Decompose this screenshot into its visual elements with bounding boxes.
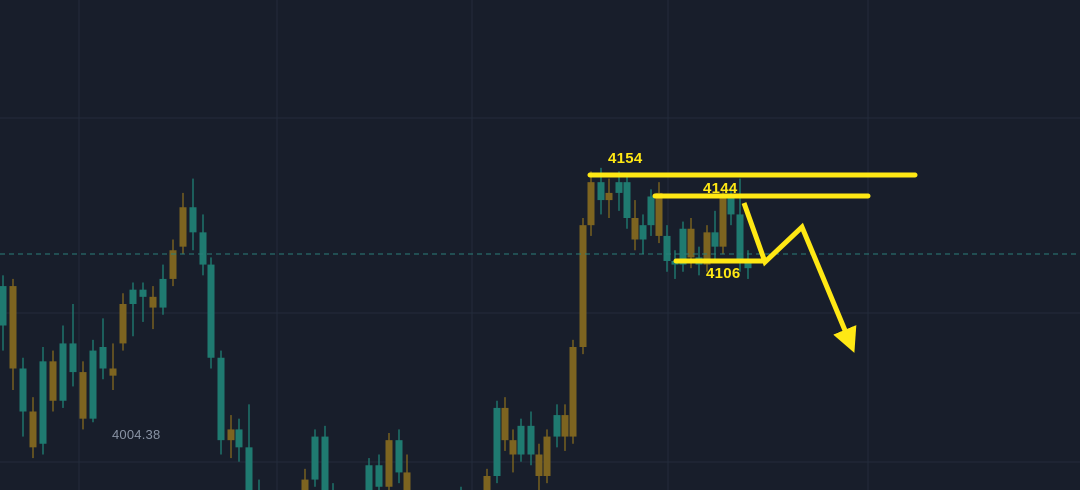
breakdown-projection-arrow	[741, 202, 857, 353]
candle-body	[301, 479, 309, 490]
candle-body	[579, 225, 587, 347]
candle-body	[553, 415, 561, 437]
candle-body	[29, 411, 37, 448]
candle-body	[235, 429, 243, 448]
candle-body	[679, 228, 687, 265]
candle-body	[509, 440, 517, 455]
candle-body	[169, 250, 177, 279]
candle-body	[501, 407, 509, 441]
candle-body	[655, 192, 663, 236]
candle-body	[59, 343, 67, 401]
candle-body	[311, 436, 319, 480]
candle-body	[99, 347, 107, 369]
candle-body	[9, 286, 17, 369]
candle-body	[663, 235, 671, 261]
candle-body	[605, 192, 613, 201]
candle-body	[543, 436, 551, 476]
candle-body	[49, 361, 57, 401]
last-price-label: 4004.38	[112, 427, 161, 442]
candle-body	[483, 476, 491, 490]
candle-body	[0, 286, 7, 326]
candle-body	[375, 465, 383, 487]
candle-body	[245, 447, 253, 490]
candle-body	[727, 196, 735, 215]
candle-body	[119, 304, 127, 344]
candle-body	[569, 347, 577, 437]
candle-body	[517, 425, 525, 455]
candle-body	[199, 232, 207, 265]
candle-body	[385, 440, 393, 487]
candle-body	[647, 196, 655, 226]
candle-body	[744, 261, 752, 269]
candlestick-series	[0, 167, 752, 490]
candle-body	[109, 368, 117, 376]
candle-body	[365, 465, 373, 490]
candle-body	[631, 218, 639, 240]
candle-body	[19, 368, 27, 412]
candle-body	[561, 415, 569, 437]
candle-body	[321, 436, 329, 490]
candle-body	[207, 264, 215, 358]
candle-body	[687, 228, 695, 258]
candle-body	[403, 472, 411, 490]
candle-body	[149, 296, 157, 308]
candle-body	[139, 289, 147, 297]
candle-body	[615, 182, 623, 193]
resistance-4144-label: 4144	[703, 180, 738, 197]
candle-body	[493, 407, 501, 476]
candle-body	[227, 429, 235, 441]
candle-body	[189, 207, 197, 233]
candle-body	[129, 289, 137, 304]
candle-body	[69, 343, 77, 373]
candle-body	[39, 361, 47, 444]
candle-body	[703, 232, 711, 265]
candle-body	[736, 214, 744, 261]
candle-body	[179, 207, 187, 247]
support-4106-label: 4106	[706, 265, 741, 282]
candle-body	[79, 372, 87, 419]
candle-body	[535, 454, 543, 476]
resistance-4154-label: 4154	[608, 150, 643, 167]
candle-body	[527, 425, 535, 455]
candle-body	[159, 278, 167, 308]
candle-body	[587, 182, 595, 226]
candle-body	[217, 357, 225, 441]
candle-body	[719, 196, 727, 247]
candle-body	[639, 225, 647, 240]
candle-body	[395, 440, 403, 473]
candle-body	[623, 182, 631, 218]
yellow-annotations	[587, 172, 918, 353]
candle-body	[597, 182, 605, 201]
candle-body	[711, 232, 719, 247]
candle-body	[89, 350, 97, 419]
